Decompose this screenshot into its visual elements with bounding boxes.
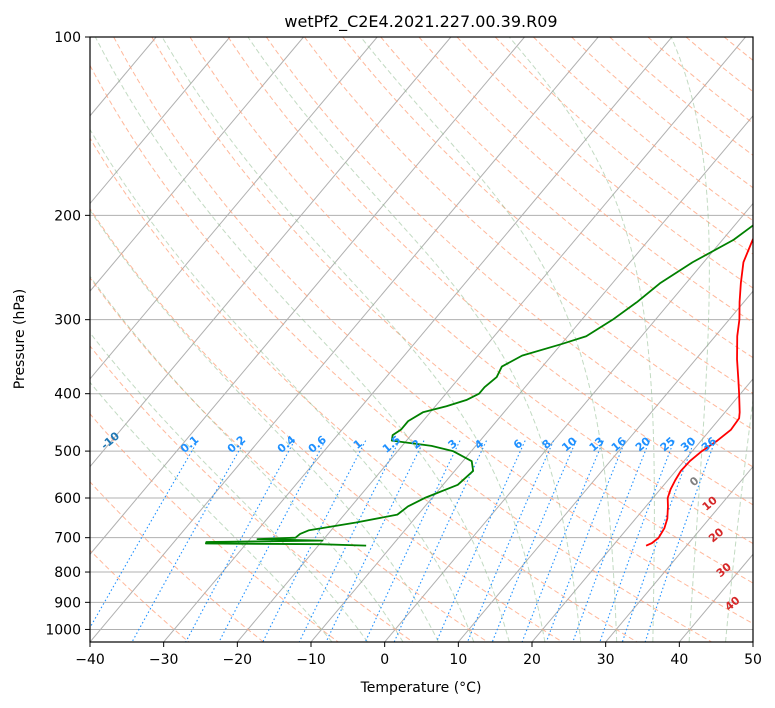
dry-adiabat <box>571 37 753 189</box>
mixing-ratio-line <box>298 440 400 642</box>
x-tick-label: −20 <box>223 652 253 668</box>
moist-adiabat <box>670 37 710 642</box>
mixing-ratio-line <box>545 440 626 642</box>
moist-adiabat <box>508 37 655 642</box>
x-tick-label: −30 <box>149 652 179 668</box>
dry-adiabat <box>609 37 753 156</box>
isotherm-gridline <box>531 378 753 642</box>
x-tick-label: 20 <box>523 652 541 668</box>
x-tick-label: 40 <box>670 652 688 668</box>
x-tick-label: 30 <box>597 652 615 668</box>
dry-adiabat <box>151 37 753 584</box>
isotherm-gridline <box>90 37 599 642</box>
isotherm-gridline <box>90 37 231 205</box>
y-tick-label: 100 <box>54 30 81 46</box>
dry-adiabat <box>265 37 753 468</box>
isotherm-gridline <box>90 37 452 468</box>
mixing-ratio-line <box>364 440 461 642</box>
dry-adiabat <box>227 37 753 506</box>
x-tick-label: −10 <box>296 652 326 668</box>
dry-adiabat <box>90 64 712 642</box>
x-tick-label: 10 <box>449 652 467 668</box>
mixing-ratio-line <box>521 440 604 642</box>
moist-adiabat <box>94 37 510 642</box>
x-axis-label: Temperature (°C) <box>360 680 482 696</box>
axis-ticks: −40 −30 −20 −10 0 10 20 30 40 50 100 200 300 400 500 60… <box>45 30 762 668</box>
isotherm-gridline <box>90 37 304 292</box>
dry-adiabat <box>90 481 264 642</box>
y-tick-label: 800 <box>54 565 81 581</box>
mixing-ratio-line <box>572 440 651 642</box>
temperature-profile-line <box>645 237 753 547</box>
y-tick-label: 600 <box>54 491 81 507</box>
x-tick-label: 0 <box>380 652 389 668</box>
dewpoint-profile-line <box>205 224 753 547</box>
moist-adiabat <box>161 37 546 642</box>
isotherm-gridline <box>457 290 753 642</box>
isotherm-gridline <box>384 202 753 642</box>
isotherm-gridline <box>90 37 525 556</box>
plot-area <box>90 37 753 642</box>
y-tick-label: 700 <box>54 531 81 547</box>
mixing-ratio-line <box>467 440 555 642</box>
isotherm-gridline <box>90 37 378 380</box>
mixing-ratio-line <box>131 440 246 642</box>
moist-adiabat <box>360 37 618 642</box>
x-tick-label: 50 <box>744 652 762 668</box>
dry-adiabat <box>494 37 753 255</box>
x-tick-label: −40 <box>75 652 105 668</box>
dry-adiabat <box>304 37 753 431</box>
moist-adiabat <box>90 128 475 642</box>
y-tick-label: 1000 <box>45 622 81 638</box>
mixing-ratio-line <box>435 440 526 642</box>
moist-adiabat <box>90 381 333 642</box>
y-tick-label: 500 <box>54 444 81 460</box>
moist-adiabat <box>90 275 404 642</box>
mixing-ratio-line <box>325 440 425 642</box>
dry-adiabat <box>90 207 563 642</box>
y-axis-label: Pressure (hPa) <box>12 289 28 389</box>
dry-adiabat <box>189 37 753 545</box>
isotherm-gridline <box>605 465 753 642</box>
mixing-ratio-line <box>90 440 199 629</box>
dry-adiabat <box>113 37 753 625</box>
dry-adiabat <box>418 37 753 324</box>
moist-adiabat <box>247 37 582 642</box>
dry-adiabat <box>90 137 638 642</box>
plot-frame <box>89 36 754 643</box>
moist-adiabat <box>725 396 753 642</box>
moist-adiabat <box>90 209 439 642</box>
y-tick-label: 300 <box>54 313 81 329</box>
y-tick-label: 400 <box>54 387 81 403</box>
dry-adiabat <box>342 37 753 394</box>
y-tick-label: 900 <box>54 595 81 611</box>
chart-title: wetPf2_C2E4.2021.227.00.39.R09 <box>284 12 557 32</box>
dry-adiabat <box>380 37 753 359</box>
y-tick-label: 200 <box>54 208 81 224</box>
mixing-ratio-line <box>491 440 577 642</box>
